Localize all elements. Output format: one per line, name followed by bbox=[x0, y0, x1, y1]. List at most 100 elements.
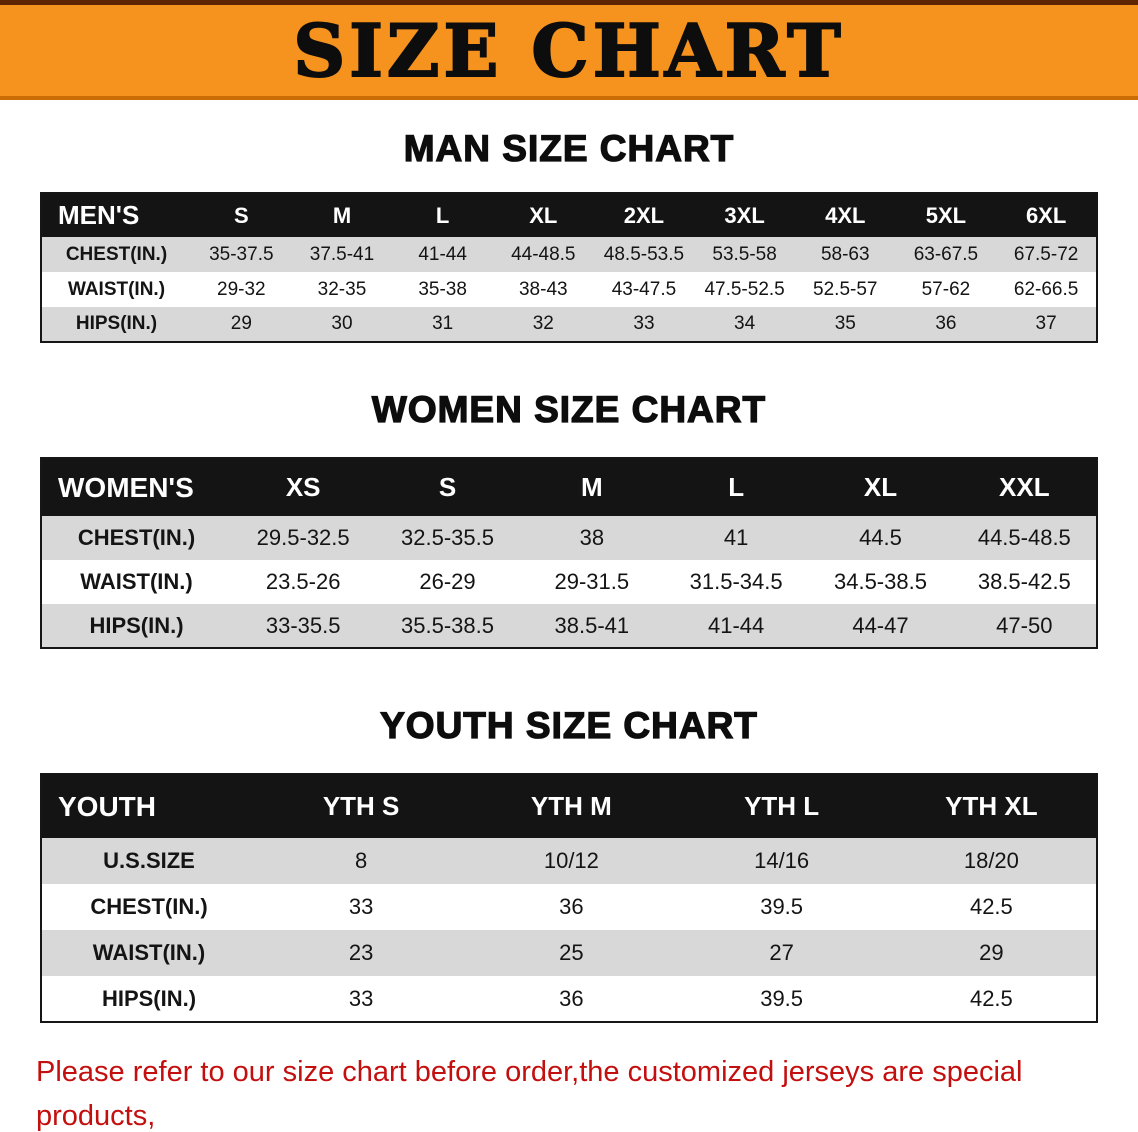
row-label-cell: U.S.SIZE bbox=[103, 848, 195, 873]
measurement-value-cell: 38.5-42.5 bbox=[977, 569, 1071, 594]
women-section-heading: WOMEN SIZE CHART bbox=[371, 388, 767, 430]
size-header-cell: XL bbox=[492, 193, 594, 237]
measurement-value-cell: 29 bbox=[230, 313, 252, 334]
measurement-value-cell: 36 bbox=[935, 313, 957, 334]
measurement-value-cell: 41 bbox=[723, 525, 749, 550]
table-row: HIPS(IN.) 33 36 39.5 42.5 bbox=[41, 976, 1097, 1022]
measurement-value-cell: 35-38 bbox=[418, 278, 467, 300]
measurement-value-cell: 41-44 bbox=[418, 243, 467, 265]
size-header-cell: S bbox=[375, 458, 520, 516]
table-title-cell: YOUTH bbox=[41, 774, 256, 838]
size-header-cell: XS bbox=[231, 458, 376, 516]
measurement-value-cell: 63-67.5 bbox=[913, 243, 979, 265]
measurement-value-cell: 52.5-57 bbox=[813, 278, 878, 300]
men-size-section: MAN SIZE CHART MEN'S S M L XL 2XL 3XL 4XL 5XL 6XL… bbox=[0, 127, 1138, 343]
row-label-cell: CHEST(IN.) bbox=[77, 525, 196, 550]
measurement-value-cell: 32 bbox=[532, 313, 554, 334]
measurement-value-cell: 58-63 bbox=[820, 243, 870, 265]
youth-section-heading: YOUTH SIZE CHART bbox=[379, 704, 758, 746]
measurement-value-cell: 44-48.5 bbox=[511, 243, 576, 265]
size-header-cell: L bbox=[663, 458, 809, 516]
measurement-value-cell: 27 bbox=[769, 940, 794, 965]
size-header-cell: M bbox=[291, 193, 393, 237]
table-row: HIPS(IN.) 33-35.5 35.5-38.5 38.5-41 41-44 44-… bbox=[41, 604, 1097, 648]
table-row: WAIST(IN.) 23 25 27 29 bbox=[41, 930, 1097, 976]
row-label-cell: CHEST(IN.) bbox=[65, 243, 168, 265]
measurement-value-cell: 33 bbox=[633, 313, 655, 334]
measurement-value-cell: 44.5-48.5 bbox=[977, 525, 1071, 550]
table-row: WAIST(IN.) 23.5-26 26-29 29-31.5 31.5-34.5 34… bbox=[41, 560, 1097, 604]
measurement-value-cell: 29-31.5 bbox=[554, 569, 630, 594]
men-section-heading: MAN SIZE CHART bbox=[403, 127, 735, 169]
measurement-value-cell: 31.5-34.5 bbox=[689, 569, 783, 594]
size-header-cell: YTH M bbox=[466, 774, 677, 838]
measurement-value-cell: 36 bbox=[559, 985, 584, 1011]
measurement-value-cell: 35-37.5 bbox=[209, 243, 274, 265]
size-header-cell: YTH S bbox=[256, 774, 467, 838]
disclaimer-line-1: Please refer to our size chart before or… bbox=[36, 1056, 1023, 1132]
measurement-value-cell: 29 bbox=[979, 940, 1004, 965]
measurement-value-cell: 18/20 bbox=[963, 848, 1019, 873]
measurement-value-cell: 33 bbox=[348, 894, 374, 919]
measurement-value-cell: 42.5 bbox=[969, 985, 1013, 1011]
banner: SIZE CHART bbox=[0, 0, 1138, 100]
measurement-value-cell: 41-44 bbox=[708, 612, 765, 638]
measurement-value-cell: 32.5-35.5 bbox=[401, 525, 494, 550]
measurement-value-cell: 37.5-41 bbox=[309, 243, 375, 265]
size-header-cell: YTH L bbox=[676, 774, 887, 838]
measurement-value-cell: 39.5 bbox=[760, 894, 804, 919]
measurement-value-cell: 44.5 bbox=[859, 525, 902, 550]
table-row: CHEST(IN.) 29.5-32.5 32.5-35.5 38 41 44.5 44.5… bbox=[41, 516, 1097, 560]
measurement-value-cell: 47-50 bbox=[996, 612, 1053, 638]
measurement-value-cell: 30 bbox=[331, 313, 353, 334]
table-row: CHEST(IN.) 35-37.5 37.5-41 41-44 44-48.5 48.5… bbox=[41, 237, 1097, 272]
size-header-cell: 4XL bbox=[794, 193, 896, 237]
measurement-value-cell: 38-43 bbox=[518, 278, 568, 300]
measurement-value-cell: 14/16 bbox=[754, 848, 810, 873]
size-header-cell: 5XL bbox=[895, 193, 997, 237]
measurement-value-cell: 23.5-26 bbox=[265, 569, 341, 594]
measurement-value-cell: 32-35 bbox=[317, 278, 367, 300]
measurement-value-cell: 35.5-38.5 bbox=[401, 612, 494, 638]
measurement-value-cell: 33 bbox=[348, 985, 374, 1011]
size-header-cell: 2XL bbox=[593, 193, 695, 237]
youth-size-section: YOUTH SIZE CHART YOUTH YTH S YTH M YTH L YTH… bbox=[0, 704, 1138, 1023]
measurement-value-cell: 31 bbox=[432, 313, 454, 334]
row-label-cell: WAIST(IN.) bbox=[67, 278, 166, 300]
measurement-value-cell: 39.5 bbox=[760, 985, 804, 1011]
measurement-value-cell: 25 bbox=[559, 940, 584, 965]
size-header-cell: S bbox=[191, 193, 292, 237]
measurement-value-cell: 48.5-53.5 bbox=[603, 243, 685, 265]
row-label-cell: HIPS(IN.) bbox=[75, 313, 158, 334]
size-header-cell: YTH XL bbox=[886, 774, 1097, 838]
measurement-value-cell: 38 bbox=[579, 525, 605, 550]
row-label-cell: HIPS(IN.) bbox=[89, 612, 184, 638]
measurement-value-cell: 34 bbox=[734, 313, 756, 334]
page-title: SIZE CHART bbox=[292, 7, 845, 93]
size-header-cell: XXL bbox=[952, 458, 1097, 516]
measurement-value-cell: 8 bbox=[355, 848, 368, 873]
women-size-table: WOMEN'S XS S M L XL XXL CHEST(IN.) 29.5-32.5 32.5… bbox=[40, 457, 1098, 649]
size-header-cell: 3XL bbox=[694, 193, 795, 237]
measurement-value-cell: 38.5-41 bbox=[554, 612, 630, 638]
measurement-value-cell: 42.5 bbox=[969, 894, 1013, 919]
measurement-value-cell: 44-47 bbox=[852, 612, 909, 638]
table-row: CHEST(IN.) 33 36 39.5 42.5 bbox=[41, 884, 1097, 930]
women-size-section: WOMEN SIZE CHART WOMEN'S XS S M L XL XXL CHEST(… bbox=[0, 388, 1138, 649]
table-row: U.S.SIZE 8 10/12 14/16 18/20 bbox=[41, 838, 1097, 884]
row-label-cell: WAIST(IN.) bbox=[92, 940, 206, 965]
measurement-value-cell: 67.5-72 bbox=[1013, 243, 1079, 265]
measurement-value-cell: 53.5-58 bbox=[712, 243, 777, 265]
size-header-cell: 6XL bbox=[996, 193, 1097, 237]
measurement-value-cell: 62-66.5 bbox=[1013, 278, 1079, 300]
row-label-cell: HIPS(IN.) bbox=[101, 985, 197, 1011]
table-row: WAIST(IN.) 29-32 32-35 35-38 38-43 43-47.5 47.… bbox=[41, 272, 1097, 307]
measurement-value-cell: 29.5-32.5 bbox=[256, 525, 350, 550]
measurement-value-cell: 23 bbox=[348, 940, 374, 965]
measurement-value-cell: 36 bbox=[559, 894, 584, 919]
measurement-value-cell: 43-47.5 bbox=[611, 278, 677, 300]
measurement-value-cell: 29-32 bbox=[217, 278, 266, 300]
disclaimer: Please refer to our size chart before or… bbox=[36, 1051, 1118, 1132]
row-label-cell: CHEST(IN.) bbox=[90, 894, 208, 919]
